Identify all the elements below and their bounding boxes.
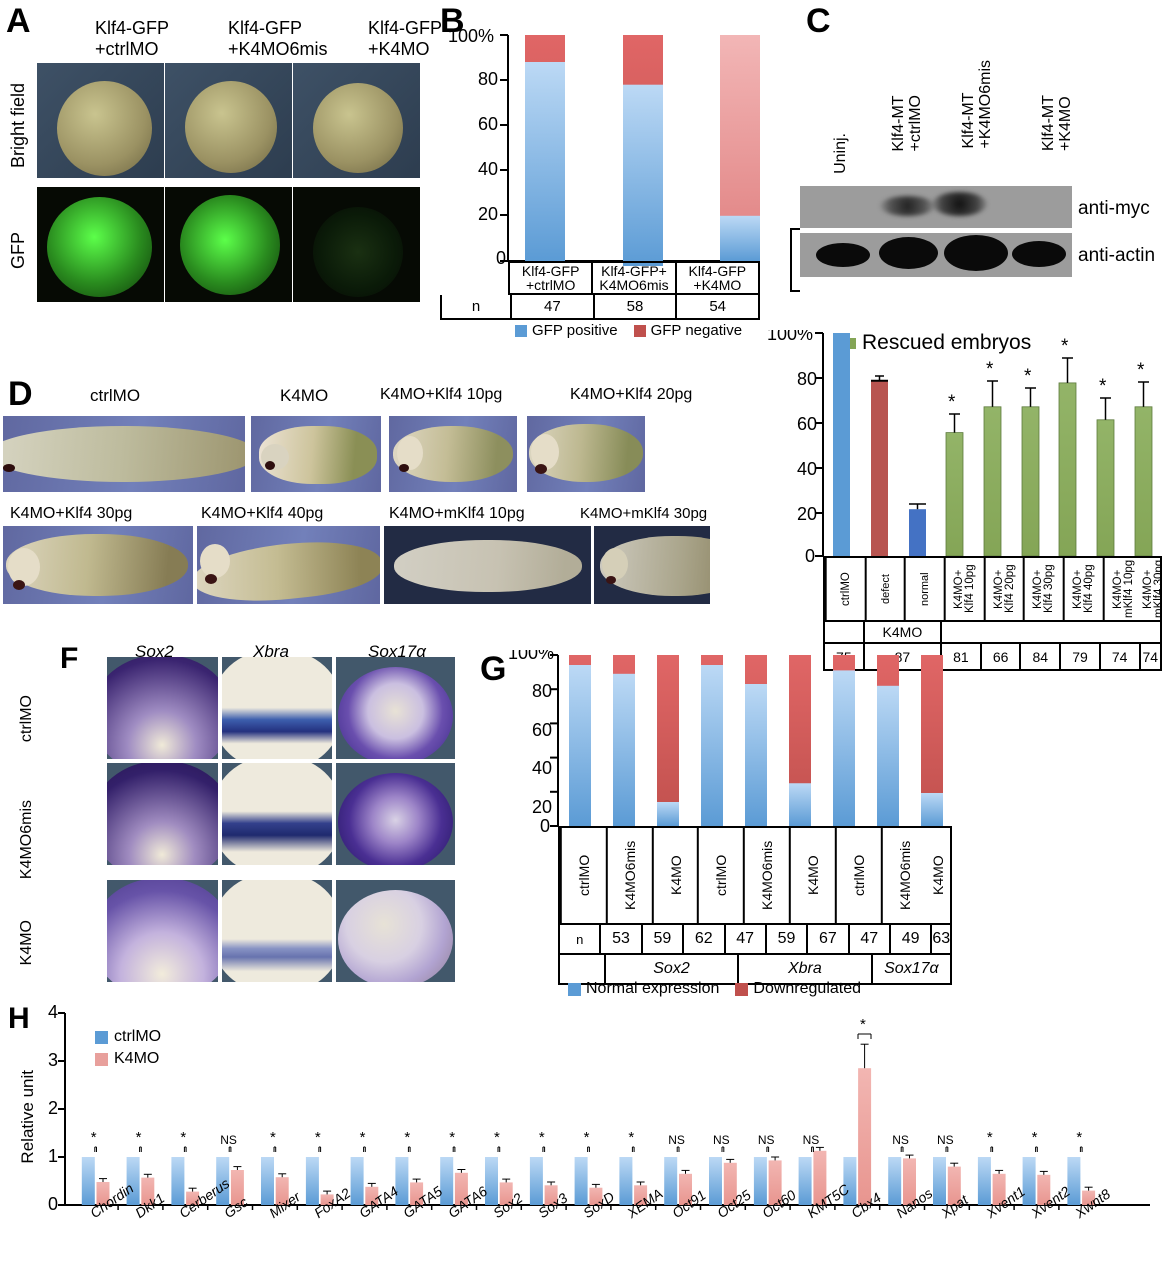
svg-text:1: 1 — [48, 1146, 58, 1166]
svg-text:20: 20 — [532, 797, 552, 817]
svg-text:40: 40 — [532, 758, 552, 778]
svg-text:G: G — [480, 650, 506, 688]
svg-text:*: * — [1099, 376, 1107, 397]
svg-text:*: * — [91, 1129, 97, 1146]
svg-text:60: 60 — [478, 114, 498, 134]
svg-text:*: * — [360, 1129, 366, 1146]
svg-text:*: * — [180, 1129, 186, 1146]
svg-text:40: 40 — [797, 459, 817, 479]
svg-text:*: * — [1137, 360, 1145, 381]
svg-text:NS: NS — [803, 1133, 820, 1147]
svg-text:Rescued embryos: Rescued embryos — [862, 331, 1031, 354]
svg-text:*: * — [628, 1129, 634, 1146]
svg-text:*: * — [404, 1129, 410, 1146]
svg-text:NS: NS — [668, 1133, 685, 1147]
svg-text:2: 2 — [48, 1098, 58, 1118]
svg-text:80: 80 — [797, 369, 817, 389]
svg-text:*: * — [1032, 1129, 1038, 1146]
svg-text:*: * — [1024, 366, 1032, 387]
svg-text:NS: NS — [892, 1133, 909, 1147]
svg-text:0: 0 — [805, 546, 815, 566]
svg-text:NS: NS — [937, 1133, 954, 1147]
svg-text:60: 60 — [797, 414, 817, 434]
svg-text:*: * — [1076, 1129, 1082, 1146]
svg-text:60: 60 — [532, 720, 552, 740]
svg-text:*: * — [270, 1129, 276, 1146]
svg-text:3: 3 — [48, 1050, 58, 1070]
svg-text:40: 40 — [478, 159, 498, 179]
svg-text:80: 80 — [478, 69, 498, 89]
svg-text:NS: NS — [758, 1133, 775, 1147]
svg-text:*: * — [315, 1129, 321, 1146]
svg-text:4: 4 — [48, 1002, 58, 1022]
svg-text:NS: NS — [713, 1133, 730, 1147]
svg-text:*: * — [1061, 336, 1069, 357]
svg-text:*: * — [449, 1129, 455, 1146]
svg-text:100%: 100% — [508, 650, 554, 663]
svg-text:20: 20 — [797, 504, 817, 524]
svg-text:0: 0 — [496, 248, 506, 268]
svg-text:80: 80 — [532, 681, 552, 701]
svg-text:*: * — [948, 392, 956, 413]
svg-text:*: * — [860, 1016, 866, 1033]
svg-text:100%: 100% — [767, 330, 813, 344]
svg-text:NS: NS — [220, 1133, 237, 1147]
svg-text:*: * — [986, 359, 994, 380]
svg-text:*: * — [539, 1129, 545, 1146]
svg-text:0: 0 — [48, 1194, 58, 1214]
svg-text:*: * — [494, 1129, 500, 1146]
svg-text:*: * — [136, 1129, 142, 1146]
svg-text:20: 20 — [478, 204, 498, 224]
svg-text:*: * — [987, 1129, 993, 1146]
svg-text:100%: 100% — [448, 26, 494, 46]
svg-text:0: 0 — [540, 816, 550, 836]
svg-text:*: * — [584, 1129, 590, 1146]
